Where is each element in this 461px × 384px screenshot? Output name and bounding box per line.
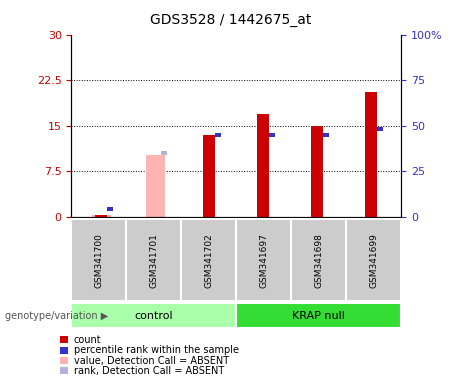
Bar <box>366 92 377 217</box>
Bar <box>106 207 113 211</box>
Text: control: control <box>135 311 173 321</box>
Text: GSM341698: GSM341698 <box>314 233 323 288</box>
Text: GSM341702: GSM341702 <box>204 233 213 288</box>
Bar <box>215 133 221 137</box>
Bar <box>257 114 269 217</box>
Text: GDS3528 / 1442675_at: GDS3528 / 1442675_at <box>150 13 311 27</box>
Bar <box>311 126 323 217</box>
Bar <box>269 133 275 137</box>
Text: count: count <box>74 335 101 345</box>
Bar <box>146 155 165 217</box>
Text: genotype/variation ▶: genotype/variation ▶ <box>5 311 108 321</box>
Bar <box>95 215 107 217</box>
Text: percentile rank within the sample: percentile rank within the sample <box>74 345 239 355</box>
Text: GSM341700: GSM341700 <box>95 233 103 288</box>
Text: GSM341701: GSM341701 <box>149 233 159 288</box>
Text: GSM341699: GSM341699 <box>369 233 378 288</box>
Bar <box>160 151 167 155</box>
Text: value, Detection Call = ABSENT: value, Detection Call = ABSENT <box>74 356 229 366</box>
Bar <box>377 127 383 131</box>
Bar <box>203 135 215 217</box>
Text: KRAP null: KRAP null <box>292 311 345 321</box>
Bar <box>92 215 111 217</box>
Text: GSM341697: GSM341697 <box>259 233 268 288</box>
Text: rank, Detection Call = ABSENT: rank, Detection Call = ABSENT <box>74 366 224 376</box>
Bar <box>323 133 329 137</box>
